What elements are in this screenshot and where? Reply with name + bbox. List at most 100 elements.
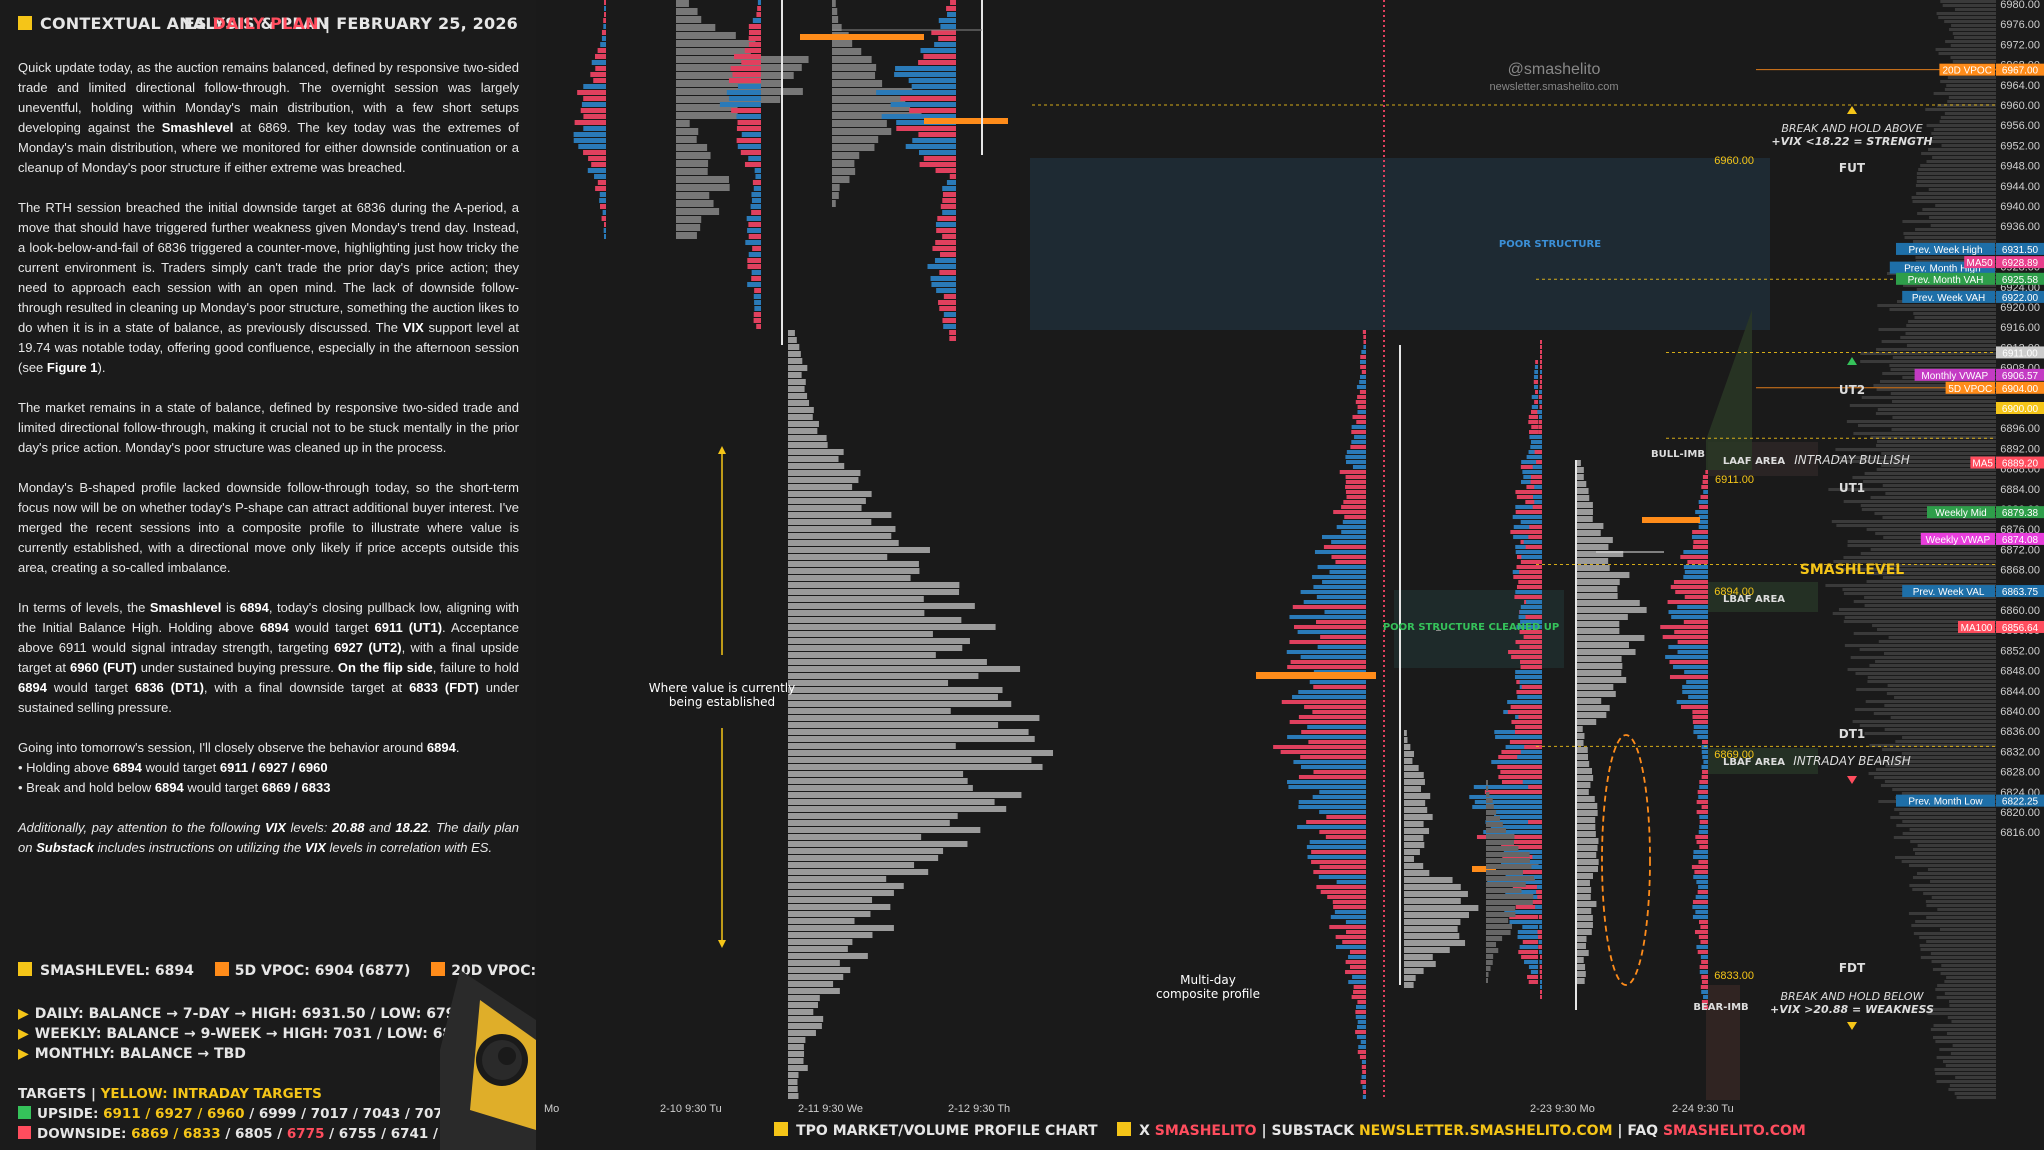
y-tick-label: 6952.00 xyxy=(2000,140,2040,152)
monthly-state: ▶ MONTHLY: BALANCE → TBD xyxy=(18,1046,246,1062)
bullet-item: • Break and hold below 6894 would target… xyxy=(18,780,331,795)
x-tick-label: 2-23 9:30 Mo xyxy=(1530,1103,1595,1115)
footer-faq-link[interactable]: SMASHELITO.COM xyxy=(1662,1123,1806,1139)
y-tick-label: 6972.00 xyxy=(2000,39,2040,51)
market-states: ▶ DAILY: BALANCE → 7-DAY → HIGH: 6931.50 … xyxy=(18,1004,496,1064)
poc-marker xyxy=(924,118,1008,124)
bullet-item: • Holding above 6894 would target 6911 /… xyxy=(18,760,328,775)
ref-level-label: 6922.00 Prev. Week VAH xyxy=(1902,290,2044,304)
ref-level-label: 6925.58 Prev. Month VAH xyxy=(1896,272,2044,286)
composite-annotation: Multi-day composite profile xyxy=(1156,973,1260,1001)
y-tick-label: 6980.00 xyxy=(2000,0,2040,11)
play-triangle-icon: ▶ xyxy=(18,1046,29,1062)
y-axis: 6980.006976.006972.006968.006964.006960.… xyxy=(1996,0,2044,1150)
svg-text:6822.25: 6822.25 xyxy=(2002,797,2039,808)
y-axis-bg xyxy=(1996,0,2044,1150)
y-tick-label: 6852.00 xyxy=(2000,645,2040,657)
svg-text:6874.08: 6874.08 xyxy=(2002,535,2039,546)
svg-text:MA5: MA5 xyxy=(1972,459,1993,470)
poor-structure-ellipse xyxy=(1601,734,1651,986)
y-tick-label: 6848.00 xyxy=(2000,666,2040,678)
y-tick-label: 6816.00 xyxy=(2000,827,2040,839)
y-tick-label: 6896.00 xyxy=(2000,423,2040,435)
smashlevel-chart-label: SMASHLEVEL xyxy=(1800,562,1905,578)
y-tick-label: 6836.00 xyxy=(2000,726,2040,738)
fut-label: FUT xyxy=(1839,161,1866,175)
bear-imb-zone xyxy=(1706,985,1740,1100)
y-tick-label: 6936.00 xyxy=(2000,221,2040,233)
ref-level-label: 6967.00 20D VPOC xyxy=(1939,63,2044,77)
date-label: FEBRUARY 25, 2026 xyxy=(336,14,518,33)
y-tick-label: 6832.00 xyxy=(2000,746,2040,758)
value-annotation: Where value is currently being establishe… xyxy=(649,681,795,709)
y-tick-label: 6860.00 xyxy=(2000,605,2040,617)
ref-level-label: 6856.64 MA100 xyxy=(1958,620,2044,634)
play-triangle-icon: ▶ xyxy=(18,1026,29,1042)
ref-level-label: 6906.57 Monthly VWAP xyxy=(1914,368,2044,382)
yellow-square-icon xyxy=(18,962,32,976)
svg-text:Weekly Mid: Weekly Mid xyxy=(1935,508,1987,519)
svg-text:Monthly VWAP: Monthly VWAP xyxy=(1921,371,1988,382)
vpoc5-value: 5D VPOC: 6904 (6877) xyxy=(234,963,411,979)
y-tick-label: 6940.00 xyxy=(2000,201,2040,213)
ref-level-label: 6911.00 xyxy=(1996,346,2044,359)
y-tick-label: 6840.00 xyxy=(2000,706,2040,718)
y-tick-label: 6828.00 xyxy=(2000,767,2040,779)
y-tick-label: 6948.00 xyxy=(2000,161,2040,173)
poor-structure-zone xyxy=(1030,158,1770,330)
tpo-profile-chart[interactable]: @smashelito newsletter.smashelito.com PO… xyxy=(536,0,2044,1150)
ut1-label: UT1 xyxy=(1839,481,1865,495)
footer-newsletter-link[interactable]: NEWSLETTER.SMASHELITO.COM xyxy=(1358,1123,1613,1139)
ref-level-label: 6928.89 MA50 xyxy=(1964,256,2044,269)
poc-marker xyxy=(800,34,924,40)
panel-title: CONTEXTUAL ANALYSIS & PLAN xyxy=(40,14,329,33)
svg-text:Prev. Week VAH: Prev. Week VAH xyxy=(1912,293,1985,304)
orange-square-icon xyxy=(214,962,229,976)
y-tick-label: 6868.00 xyxy=(2000,565,2040,577)
up-arrow-icon xyxy=(1847,106,1857,114)
svg-text:6904.00: 6904.00 xyxy=(2002,384,2039,395)
tpo-chart-area[interactable]: @smashelito newsletter.smashelito.com PO… xyxy=(536,0,2044,1150)
footer-chart-label: TPO MARKET/VOLUME PROFILE CHART xyxy=(796,1123,1098,1139)
x-axis: Mo 2-10 9:30 Tu 2-11 9:30 We 2-12 9:30 Th 2-… xyxy=(544,1103,1734,1115)
intraday-bearish-label: INTRADAY BEARISH xyxy=(1793,754,1911,768)
arrow-head-icon xyxy=(718,940,726,948)
lbaf-top-label: LBAF AREA xyxy=(1723,594,1785,605)
arrow-head-icon xyxy=(718,446,726,454)
break-below-line1: BREAK AND HOLD BELOW xyxy=(1781,990,1925,1003)
footer-x-link[interactable]: SMASHELITO xyxy=(1154,1123,1257,1139)
svg-text:5D VPOC: 5D VPOC xyxy=(1948,384,1992,395)
x-tick-label: Mo xyxy=(544,1103,559,1115)
daily-state: ▶ DAILY: BALANCE → 7-DAY → HIGH: 6931.50 … xyxy=(18,1006,466,1022)
poor-structure-cleaned-label: POOR STRUCTURE CLEANED UP xyxy=(1383,622,1559,633)
level-6960-label: 6960.00 xyxy=(1714,155,1754,167)
svg-text:Weekly VWAP: Weekly VWAP xyxy=(1926,535,1991,546)
analysis-text: Quick update today, as the auction remai… xyxy=(18,58,519,878)
eye-logo-icon xyxy=(440,970,536,1150)
y-tick-label: 6956.00 xyxy=(2000,120,2040,132)
targets-header: TARGETS | YELLOW: INTRADAY TARGETS xyxy=(18,1086,322,1102)
y-tick-label: 6944.00 xyxy=(2000,181,2040,193)
y-tick-label: 6920.00 xyxy=(2000,302,2040,314)
y-tick-label: 6892.00 xyxy=(2000,443,2040,455)
red-square-icon xyxy=(18,1126,31,1139)
svg-text:MA100: MA100 xyxy=(1961,623,1993,634)
svg-text:6856.64: 6856.64 xyxy=(2002,623,2039,634)
level-6869-label: 6869.00 xyxy=(1714,749,1754,761)
yellow-square-icon xyxy=(774,1122,789,1136)
down-arrow-icon xyxy=(1847,776,1857,784)
svg-text:Prev. Week VAL: Prev. Week VAL xyxy=(1913,587,1985,598)
svg-text:Prev. Month High: Prev. Month High xyxy=(1904,264,1981,275)
vix-note: Additionally, pay attention to the follo… xyxy=(18,820,519,855)
smashlevel-value: SMASHLEVEL: 6894 xyxy=(40,963,194,979)
ref-level-label: 6900.00 xyxy=(1996,402,2044,415)
svg-text:6931.50: 6931.50 xyxy=(2002,245,2039,256)
ref-level-label: 6879.38 Weekly Mid xyxy=(1927,506,2044,519)
ref-level-label: 6931.50 Prev. Week High xyxy=(1896,242,2044,256)
svg-text:20D VPOC: 20D VPOC xyxy=(1942,66,1991,77)
yellow-square-icon xyxy=(18,16,32,30)
laaf-label: LAAF AREA xyxy=(1723,456,1785,467)
reference-lines xyxy=(1032,69,1996,747)
poor-structure-label: POOR STRUCTURE xyxy=(1499,239,1601,250)
x-tick-label: 2-24 9:30 Tu xyxy=(1672,1103,1734,1115)
